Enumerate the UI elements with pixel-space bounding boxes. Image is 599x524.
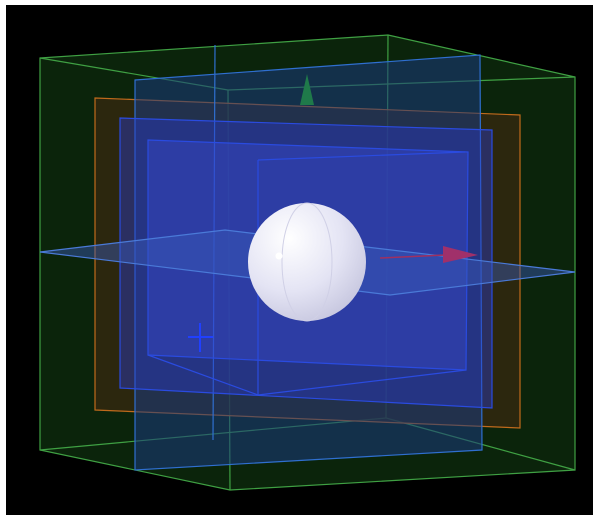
sphere[interactable] <box>248 203 366 321</box>
x-axis-line <box>379 254 446 259</box>
sphere-meridian <box>281 202 333 322</box>
cursor-cross <box>188 323 213 352</box>
sphere-highlight <box>275 252 283 260</box>
x-axis-handle[interactable] <box>443 246 478 263</box>
y-axis-handle[interactable] <box>300 74 314 105</box>
